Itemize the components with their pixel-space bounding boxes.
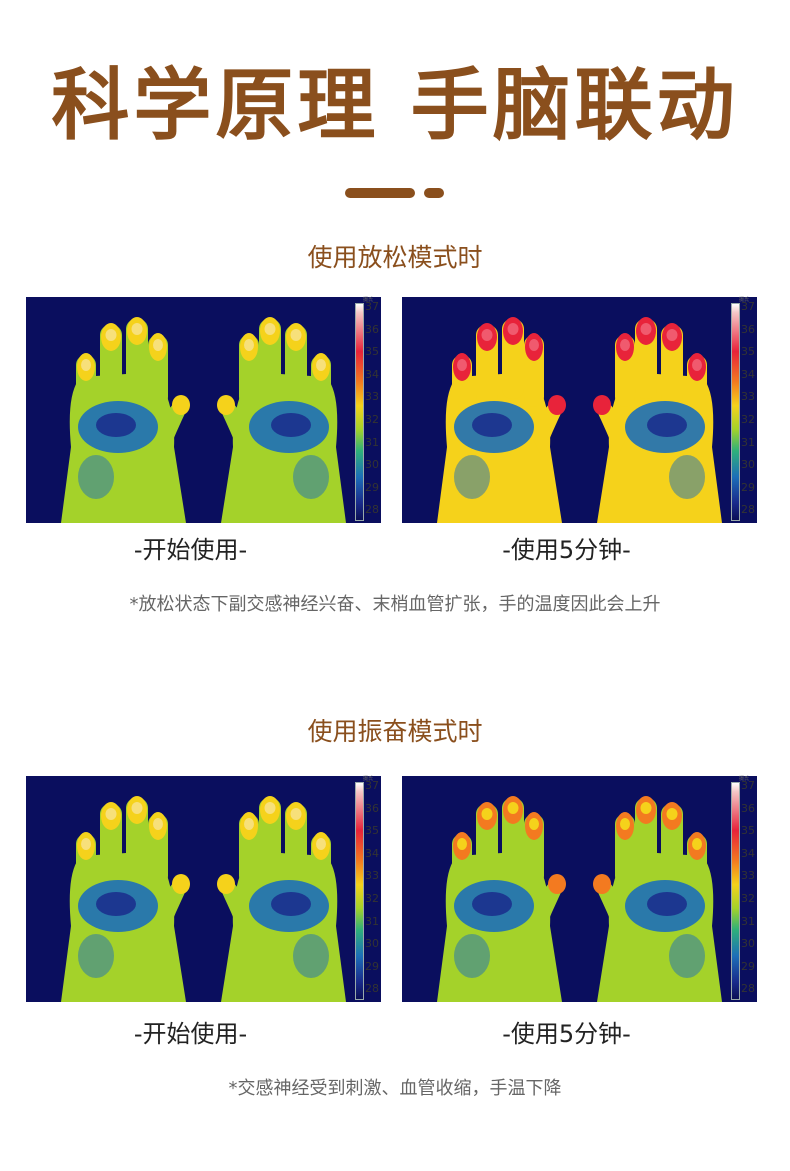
temperature-scale: 摄氏 37 36 35 34 33 32 31 30 29 28 [355,776,381,1002]
caption-after: -使用5分钟- [502,536,631,564]
temperature-scale: 摄氏 37 36 35 34 33 32 31 30 29 28 [355,297,381,523]
scale-unit-label: 摄氏 [739,776,750,782]
scale-tick-label: 33 [741,390,755,404]
scale-tick-label: 34 [741,846,755,860]
scale-tick-label: 29 [741,480,755,494]
hand-shape [593,796,722,1002]
scale-tick-label: 35 [365,345,379,359]
scale-tick-label: 30 [741,458,755,472]
caption-after: -使用5分钟- [502,1020,631,1048]
thermal-hands-graphic [437,317,722,523]
hand-shape [593,317,722,523]
relax-note: *放松状态下副交感神经兴奋、末梢血管扩张，手的温度因此会上升 [129,594,661,615]
scale-tick-label: 37 [365,779,379,792]
scale-tick-label: 29 [365,480,379,494]
scale-tick-label: 36 [365,322,379,336]
scale-tick-label: 35 [365,824,379,838]
scale-tick-label: 33 [365,390,379,404]
hand-shape [437,317,566,523]
scale-color-bar [355,303,364,521]
hand-shape [61,796,190,1002]
scale-tick-label: 33 [741,869,755,883]
hand-shape [217,796,346,1002]
scale-tick-label: 29 [365,959,379,973]
title-divider-short [424,188,444,198]
temperature-scale: 摄氏 37 36 35 34 33 32 31 30 29 28 [731,776,757,1002]
scale-tick-label: 37 [365,300,379,313]
scale-tick-label: 32 [365,413,379,426]
scale-tick-label: 32 [741,413,755,426]
hand-shape [217,317,346,523]
thermal-image-energize-before [26,776,381,1002]
scale-tick-label: 31 [741,914,755,928]
thermal-image-relax-before [26,297,381,523]
scale-tick-label: 28 [365,982,379,996]
section-title-energize: 使用振奋模式时 [307,717,483,746]
scale-tick-label: 28 [365,503,379,517]
scale-tick-label: 31 [741,435,755,449]
scale-tick-label: 29 [741,959,755,973]
section-title-relax: 使用放松模式时 [307,243,483,272]
scale-tick-label: 32 [365,892,379,905]
thermal-hands-graphic [61,796,346,1002]
hand-shape [61,317,190,523]
caption-before: -开始使用- [133,1020,248,1048]
hand-shape [437,796,566,1002]
scale-color-bar [355,782,364,1000]
scale-tick-label: 28 [741,503,755,517]
scale-tick-label: 34 [741,367,755,381]
scale-tick-label: 36 [365,801,379,815]
scale-tick-label: 30 [741,937,755,951]
scale-tick-label: 32 [741,892,755,905]
thermal-hands-graphic [437,796,722,1002]
thermal-image-relax-after [402,297,757,523]
scale-tick-label: 36 [741,322,755,336]
scale-tick-label: 36 [741,801,755,815]
temperature-scale: 摄氏 37 36 35 34 33 32 31 30 29 28 [731,297,757,523]
scale-tick-label: 30 [365,937,379,951]
scale-tick-label: 35 [741,824,755,838]
scale-color-bar [731,303,740,521]
scale-tick-label: 28 [741,982,755,996]
page-title: 科学原理 手脑联动 [51,61,739,151]
scale-unit-label: 摄氏 [363,776,374,782]
scale-tick-label: 34 [365,846,379,860]
scale-unit-label: 摄氏 [363,297,374,303]
thermal-hands-graphic [61,317,346,523]
scale-tick-label: 34 [365,367,379,381]
energize-note: *交感神经受到刺激、血管收缩，手温下降 [228,1078,562,1099]
scale-tick-label: 35 [741,345,755,359]
scale-unit-label: 摄氏 [739,297,750,303]
scale-tick-label: 37 [741,300,755,313]
scale-tick-label: 31 [365,914,379,928]
scale-tick-label: 37 [741,779,755,792]
title-divider-long [345,188,415,198]
thermal-image-energize-after [402,776,757,1002]
scale-color-bar [731,782,740,1000]
scale-tick-label: 33 [365,869,379,883]
caption-before: -开始使用- [133,536,248,564]
scale-tick-label: 31 [365,435,379,449]
scale-tick-label: 30 [365,458,379,472]
